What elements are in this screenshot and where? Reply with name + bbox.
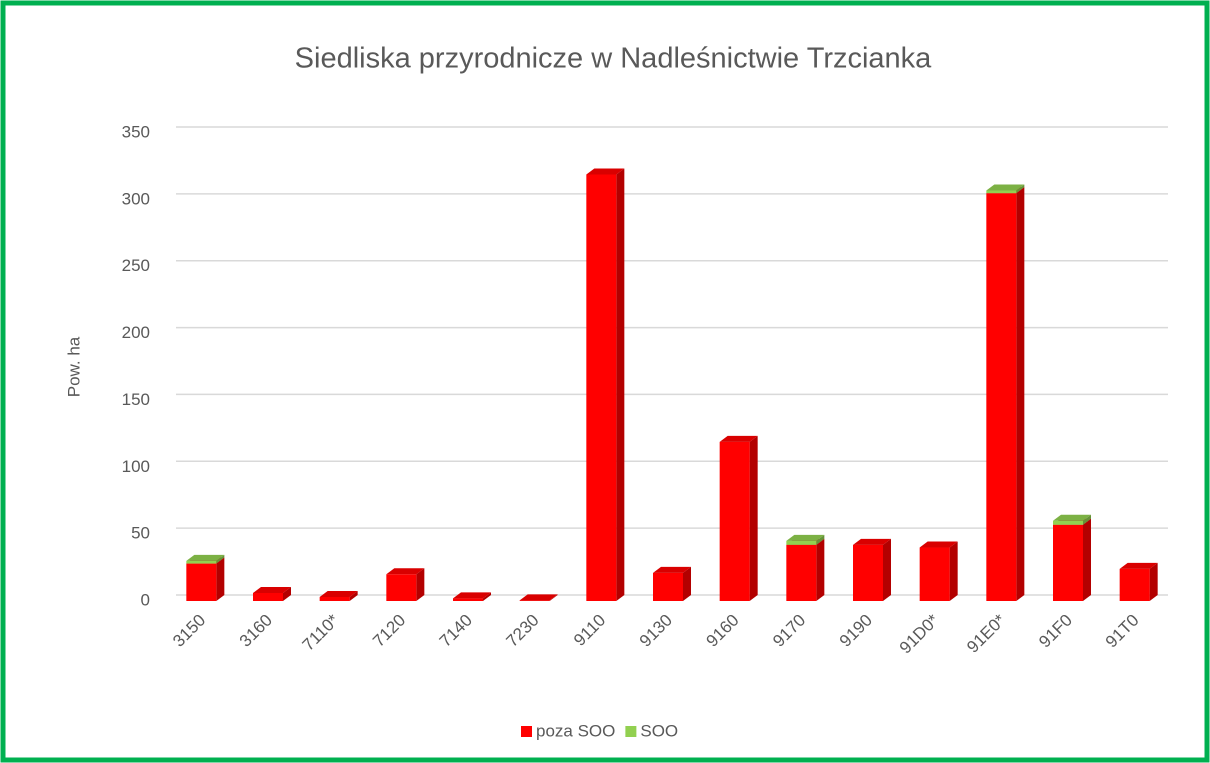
bar-top [253, 586, 291, 593]
y-tick-label: 200 [122, 323, 150, 342]
bar [1119, 568, 1150, 601]
y-tick-label: 0 [141, 590, 150, 609]
bar-side [349, 590, 358, 601]
bar-segment [853, 538, 891, 601]
y-tick-label: 250 [122, 256, 150, 275]
bar-segment [786, 534, 825, 545]
bar-top [986, 184, 1025, 191]
y-tick-label: 150 [122, 390, 150, 409]
bar-segment [253, 586, 291, 601]
bar-segment [186, 557, 225, 601]
bar-side [216, 554, 225, 564]
bar-side [816, 538, 825, 601]
bar-side [616, 168, 625, 602]
legend-swatch [521, 726, 532, 737]
bar [1053, 520, 1083, 525]
bar [986, 190, 1017, 194]
bar-side [1016, 187, 1025, 601]
bar-side [216, 557, 225, 601]
y-axis-title: Pow. ha [64, 336, 83, 397]
bar-segment [986, 187, 1025, 601]
bar-segment [519, 594, 558, 601]
bar-segment [719, 435, 758, 601]
bar-segment [1053, 518, 1091, 601]
bar-top [1119, 562, 1158, 569]
bar-side [749, 435, 758, 601]
y-tick-label: 100 [122, 457, 150, 476]
y-tick-label: 300 [122, 189, 150, 208]
bar-side [949, 541, 958, 601]
y-tick-label: 350 [122, 122, 150, 141]
bar-top [786, 534, 825, 541]
bar-side [883, 538, 891, 601]
bar-side [1083, 514, 1091, 525]
bar-side [416, 568, 425, 601]
bar [253, 592, 283, 601]
bar-segment [319, 590, 358, 601]
bar [653, 572, 683, 601]
bar [386, 574, 417, 601]
legend-swatch [625, 726, 637, 737]
bar-segment [919, 541, 958, 601]
bar-side [1016, 184, 1025, 194]
bar-top [453, 592, 491, 599]
bar-side [683, 566, 691, 601]
bar [786, 540, 817, 545]
bar-top [186, 554, 225, 561]
legend-label: SOO [640, 721, 678, 740]
bar-top [1053, 514, 1091, 521]
bar-top [919, 541, 958, 548]
bar [919, 547, 950, 601]
bar-side [483, 592, 491, 601]
bar [186, 563, 217, 601]
bar [786, 544, 817, 601]
bar [519, 600, 550, 601]
bar [1053, 524, 1083, 601]
bar-side [283, 586, 291, 601]
bar-segment [386, 568, 425, 601]
bar-segment [786, 538, 825, 601]
bar-top [319, 590, 358, 597]
bar-side [1083, 518, 1091, 601]
bar [986, 193, 1017, 601]
bar-segment [1053, 514, 1091, 525]
bar-top [719, 435, 758, 442]
bar [853, 544, 883, 601]
bar-side [1149, 562, 1158, 601]
bar-top [853, 538, 891, 545]
bar-top [386, 568, 425, 575]
bar-segment [453, 592, 491, 601]
legend-label: poza SOO [536, 721, 615, 740]
bar-segment [186, 554, 225, 564]
bar-segment [586, 168, 625, 602]
bar-side [549, 594, 558, 601]
bar-segment [1119, 562, 1158, 601]
bar-segment [653, 566, 691, 601]
bar-segment [986, 184, 1025, 194]
bar [186, 560, 217, 564]
bar [453, 598, 483, 601]
bar [719, 441, 750, 601]
y-tick-label: 50 [131, 524, 150, 543]
bar [319, 596, 350, 601]
bar-top [653, 566, 691, 573]
bar-top [586, 168, 625, 175]
chart-title: Siedliska przyrodnicze w Nadleśnictwie T… [295, 43, 933, 75]
bar-top [519, 594, 558, 601]
bar-side [816, 534, 825, 545]
bar [586, 174, 617, 602]
